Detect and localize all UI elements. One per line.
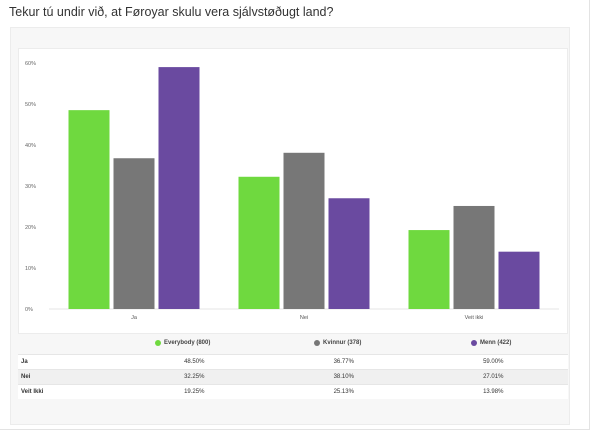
bar-menn-veit-ikki [498,251,540,309]
x-tick-label: Veit ikki [465,315,484,321]
y-tick-label: 0% [25,307,33,313]
bar-chart: 0% 10% 20% 30% 40% 50% 60% Ja Nei Veit ikki [25,61,559,321]
cell-everybody: 48.50% [119,354,269,370]
cell-kvinnur: 38.10% [269,369,419,385]
legend-label: Kvinnur (378) [323,340,362,346]
cell-menn: 13.98% [418,384,568,399]
table-row: Veit Ikki 19.25% 25.13% 13.98% [18,384,568,399]
legend-item-everybody[interactable]: Everybody (800) [155,340,210,346]
cell-kvinnur: 36.77% [269,354,419,370]
table-row: Ja 48.50% 36.77% 59.00% [18,354,568,370]
x-tick-label: Nei [300,315,308,321]
row-label: Ja [18,354,120,370]
bar-everybody-nei [238,176,280,309]
legend-swatch [155,340,161,346]
legend-label: Menn (422) [480,340,512,346]
bar-menn-ja [158,67,200,309]
legend: Everybody (800) Kvinnur (378) Menn (422) [18,340,568,352]
row-label: Veit Ikki [18,384,120,399]
bar-kvinnur-ja [113,158,155,309]
y-tick-label: 60% [25,61,36,67]
row-label: Nei [18,369,120,385]
legend-label: Everybody (800) [164,340,211,346]
legend-swatch [471,340,477,346]
cell-everybody: 19.25% [119,384,269,399]
legend-item-kvinnur[interactable]: Kvinnur (378) [314,340,361,346]
bar-kvinnur-nei [283,152,325,309]
survey-widget [0,0,590,430]
cell-kvinnur: 25.13% [269,384,419,399]
table-row: Nei 32.25% 38.10% 27.01% [18,369,568,385]
cell-menn: 59.00% [418,354,568,370]
bar-menn-nei [328,198,370,309]
x-tick-label: Ja [131,315,138,321]
chart-container: 0% 10% 20% 30% 40% 50% 60% Ja Nei Veit ikki [18,48,568,334]
bar-everybody-veit-ikki [408,230,450,309]
cell-everybody: 32.25% [119,369,269,385]
bar-kvinnur-veit-ikki [453,205,495,309]
y-tick-label: 30% [25,184,36,190]
y-tick-label: 40% [25,143,36,149]
y-tick-label: 50% [25,102,36,108]
cell-menn: 27.01% [418,369,568,385]
y-tick-label: 20% [25,225,36,231]
y-tick-label: 10% [25,266,36,272]
bar-everybody-ja [68,110,110,310]
question-title: Tekur tú undir við, at Føroyar skulu ver… [9,5,334,19]
results-table: Ja 48.50% 36.77% 59.00% Nei 32.25% 38.10… [18,354,568,399]
legend-swatch [314,340,320,346]
legend-item-menn[interactable]: Menn (422) [471,340,511,346]
